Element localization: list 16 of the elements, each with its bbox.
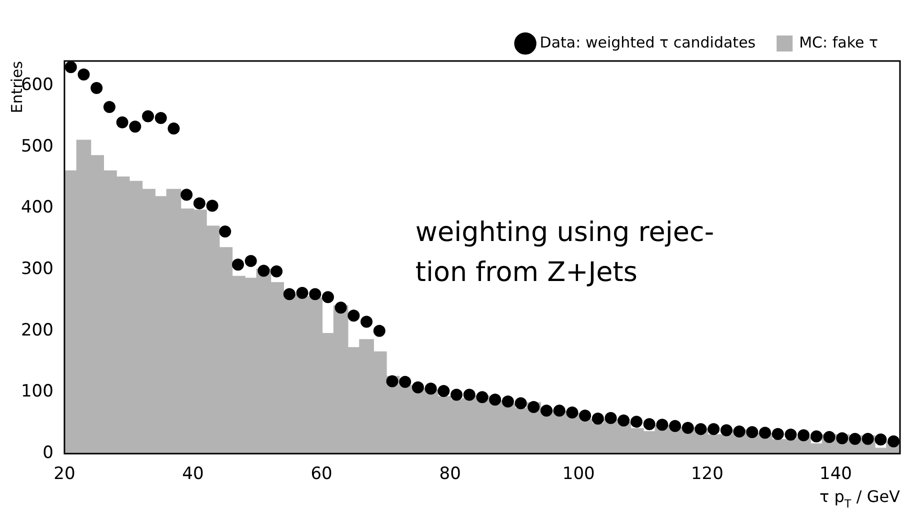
y-tick-label: 200 [20,320,54,340]
legend-label: MC: fake τ [799,33,878,52]
x-tick-label: 100 [562,464,595,484]
x-tick-label: 40 [182,464,204,484]
legend-label: Data: weighted τ candidates [540,33,756,52]
y-tick-label: 100 [20,382,54,402]
annotation: weighting using rejec- tion from Z+Jets [415,217,714,288]
x-tick-label: 60 [310,464,332,484]
x-tick-label: 20 [54,464,76,484]
y-tick-label: 0 [42,443,54,464]
y-tick-label: 300 [20,258,54,279]
x-tick-label: 140 [820,464,852,484]
y-tick-label: 500 [20,136,54,156]
x-tick-label: 80 [439,464,461,484]
y-tick-label: 400 [20,198,54,218]
x-tick-label: 120 [690,464,724,484]
